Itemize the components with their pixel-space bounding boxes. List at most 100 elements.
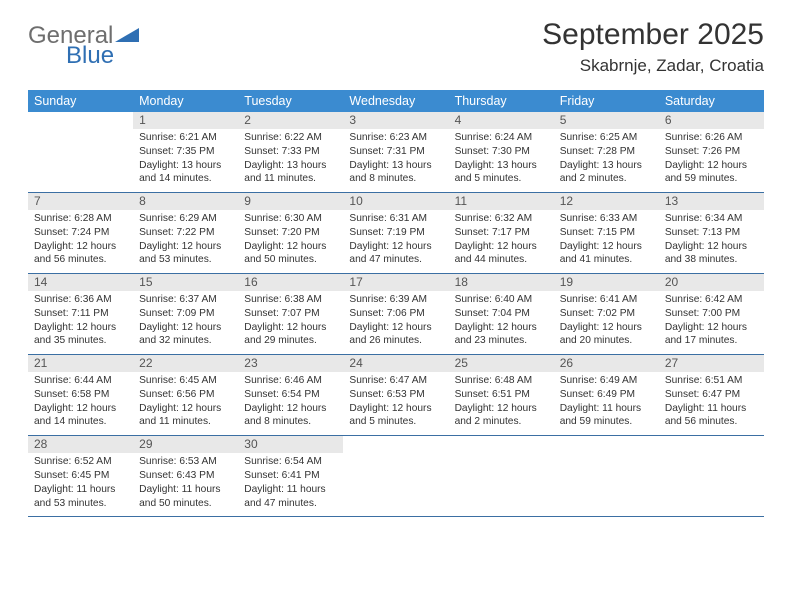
calendar-cell: 15Sunrise: 6:37 AMSunset: 7:09 PMDayligh… — [133, 274, 238, 355]
calendar-week-row: 7Sunrise: 6:28 AMSunset: 7:24 PMDaylight… — [28, 193, 764, 274]
day-header: Sunday — [28, 90, 133, 112]
day-details: Sunrise: 6:48 AMSunset: 6:51 PMDaylight:… — [449, 372, 554, 435]
calendar-cell: 5Sunrise: 6:25 AMSunset: 7:28 PMDaylight… — [554, 112, 659, 193]
calendar-table: SundayMondayTuesdayWednesdayThursdayFrid… — [28, 90, 764, 517]
day-details: Sunrise: 6:25 AMSunset: 7:28 PMDaylight:… — [554, 129, 659, 192]
day-details: Sunrise: 6:44 AMSunset: 6:58 PMDaylight:… — [28, 372, 133, 435]
day-details: Sunrise: 6:33 AMSunset: 7:15 PMDaylight:… — [554, 210, 659, 273]
day-details: Sunrise: 6:45 AMSunset: 6:56 PMDaylight:… — [133, 372, 238, 435]
calendar-cell: 23Sunrise: 6:46 AMSunset: 6:54 PMDayligh… — [238, 355, 343, 436]
day-details: Sunrise: 6:52 AMSunset: 6:45 PMDaylight:… — [28, 453, 133, 516]
calendar-week-row: 21Sunrise: 6:44 AMSunset: 6:58 PMDayligh… — [28, 355, 764, 436]
calendar-cell — [659, 436, 764, 517]
day-number: 27 — [659, 355, 764, 372]
day-details: Sunrise: 6:31 AMSunset: 7:19 PMDaylight:… — [343, 210, 448, 273]
calendar-cell — [449, 436, 554, 517]
day-details: Sunrise: 6:37 AMSunset: 7:09 PMDaylight:… — [133, 291, 238, 354]
calendar-cell: 8Sunrise: 6:29 AMSunset: 7:22 PMDaylight… — [133, 193, 238, 274]
day-number: 7 — [28, 193, 133, 210]
day-details: Sunrise: 6:28 AMSunset: 7:24 PMDaylight:… — [28, 210, 133, 273]
calendar-cell: 17Sunrise: 6:39 AMSunset: 7:06 PMDayligh… — [343, 274, 448, 355]
day-details: Sunrise: 6:26 AMSunset: 7:26 PMDaylight:… — [659, 129, 764, 192]
calendar-body: 1Sunrise: 6:21 AMSunset: 7:35 PMDaylight… — [28, 112, 764, 517]
day-details: Sunrise: 6:32 AMSunset: 7:17 PMDaylight:… — [449, 210, 554, 273]
calendar-cell: 3Sunrise: 6:23 AMSunset: 7:31 PMDaylight… — [343, 112, 448, 193]
calendar-cell: 26Sunrise: 6:49 AMSunset: 6:49 PMDayligh… — [554, 355, 659, 436]
empty-day — [659, 436, 764, 494]
calendar-page: General Blue September 2025 Skabrnje, Za… — [0, 0, 792, 517]
calendar-cell — [28, 112, 133, 193]
day-number: 21 — [28, 355, 133, 372]
location-subtitle: Skabrnje, Zadar, Croatia — [542, 56, 764, 76]
empty-day — [554, 436, 659, 494]
empty-day — [343, 436, 448, 494]
day-header: Wednesday — [343, 90, 448, 112]
day-details: Sunrise: 6:40 AMSunset: 7:04 PMDaylight:… — [449, 291, 554, 354]
empty-day — [449, 436, 554, 494]
calendar-cell: 1Sunrise: 6:21 AMSunset: 7:35 PMDaylight… — [133, 112, 238, 193]
day-number: 5 — [554, 112, 659, 129]
day-header: Saturday — [659, 90, 764, 112]
day-details: Sunrise: 6:51 AMSunset: 6:47 PMDaylight:… — [659, 372, 764, 435]
day-number: 26 — [554, 355, 659, 372]
calendar-cell: 11Sunrise: 6:32 AMSunset: 7:17 PMDayligh… — [449, 193, 554, 274]
day-number: 18 — [449, 274, 554, 291]
day-details: Sunrise: 6:38 AMSunset: 7:07 PMDaylight:… — [238, 291, 343, 354]
calendar-cell: 22Sunrise: 6:45 AMSunset: 6:56 PMDayligh… — [133, 355, 238, 436]
brand-part2: Blue — [28, 44, 141, 68]
calendar-cell: 4Sunrise: 6:24 AMSunset: 7:30 PMDaylight… — [449, 112, 554, 193]
day-number: 15 — [133, 274, 238, 291]
day-number: 30 — [238, 436, 343, 453]
day-details: Sunrise: 6:46 AMSunset: 6:54 PMDaylight:… — [238, 372, 343, 435]
day-details: Sunrise: 6:21 AMSunset: 7:35 PMDaylight:… — [133, 129, 238, 192]
day-header: Friday — [554, 90, 659, 112]
day-number: 1 — [133, 112, 238, 129]
day-details: Sunrise: 6:34 AMSunset: 7:13 PMDaylight:… — [659, 210, 764, 273]
day-number: 3 — [343, 112, 448, 129]
calendar-cell: 6Sunrise: 6:26 AMSunset: 7:26 PMDaylight… — [659, 112, 764, 193]
day-number: 16 — [238, 274, 343, 291]
day-details: Sunrise: 6:54 AMSunset: 6:41 PMDaylight:… — [238, 453, 343, 516]
day-details: Sunrise: 6:24 AMSunset: 7:30 PMDaylight:… — [449, 129, 554, 192]
calendar-cell: 2Sunrise: 6:22 AMSunset: 7:33 PMDaylight… — [238, 112, 343, 193]
calendar-cell: 21Sunrise: 6:44 AMSunset: 6:58 PMDayligh… — [28, 355, 133, 436]
calendar-week-row: 14Sunrise: 6:36 AMSunset: 7:11 PMDayligh… — [28, 274, 764, 355]
day-number: 10 — [343, 193, 448, 210]
day-number: 25 — [449, 355, 554, 372]
calendar-cell: 12Sunrise: 6:33 AMSunset: 7:15 PMDayligh… — [554, 193, 659, 274]
calendar-cell — [343, 436, 448, 517]
empty-day — [28, 112, 133, 170]
month-title: September 2025 — [542, 18, 764, 52]
day-number: 6 — [659, 112, 764, 129]
title-block: September 2025 Skabrnje, Zadar, Croatia — [542, 18, 764, 76]
calendar-cell: 16Sunrise: 6:38 AMSunset: 7:07 PMDayligh… — [238, 274, 343, 355]
day-details: Sunrise: 6:29 AMSunset: 7:22 PMDaylight:… — [133, 210, 238, 273]
day-number: 17 — [343, 274, 448, 291]
calendar-cell: 24Sunrise: 6:47 AMSunset: 6:53 PMDayligh… — [343, 355, 448, 436]
calendar-week-row: 1Sunrise: 6:21 AMSunset: 7:35 PMDaylight… — [28, 112, 764, 193]
day-number: 8 — [133, 193, 238, 210]
day-details: Sunrise: 6:23 AMSunset: 7:31 PMDaylight:… — [343, 129, 448, 192]
calendar-cell: 20Sunrise: 6:42 AMSunset: 7:00 PMDayligh… — [659, 274, 764, 355]
calendar-cell: 28Sunrise: 6:52 AMSunset: 6:45 PMDayligh… — [28, 436, 133, 517]
day-number: 24 — [343, 355, 448, 372]
day-number: 14 — [28, 274, 133, 291]
day-number: 22 — [133, 355, 238, 372]
day-header: Thursday — [449, 90, 554, 112]
day-number: 12 — [554, 193, 659, 210]
calendar-cell: 25Sunrise: 6:48 AMSunset: 6:51 PMDayligh… — [449, 355, 554, 436]
calendar-cell: 7Sunrise: 6:28 AMSunset: 7:24 PMDaylight… — [28, 193, 133, 274]
calendar-cell: 10Sunrise: 6:31 AMSunset: 7:19 PMDayligh… — [343, 193, 448, 274]
day-details: Sunrise: 6:22 AMSunset: 7:33 PMDaylight:… — [238, 129, 343, 192]
day-details: Sunrise: 6:47 AMSunset: 6:53 PMDaylight:… — [343, 372, 448, 435]
day-number: 2 — [238, 112, 343, 129]
day-header: Monday — [133, 90, 238, 112]
calendar-cell: 27Sunrise: 6:51 AMSunset: 6:47 PMDayligh… — [659, 355, 764, 436]
calendar-cell: 13Sunrise: 6:34 AMSunset: 7:13 PMDayligh… — [659, 193, 764, 274]
day-number: 28 — [28, 436, 133, 453]
day-details: Sunrise: 6:53 AMSunset: 6:43 PMDaylight:… — [133, 453, 238, 516]
day-details: Sunrise: 6:39 AMSunset: 7:06 PMDaylight:… — [343, 291, 448, 354]
day-header: Tuesday — [238, 90, 343, 112]
day-details: Sunrise: 6:42 AMSunset: 7:00 PMDaylight:… — [659, 291, 764, 354]
day-number: 11 — [449, 193, 554, 210]
